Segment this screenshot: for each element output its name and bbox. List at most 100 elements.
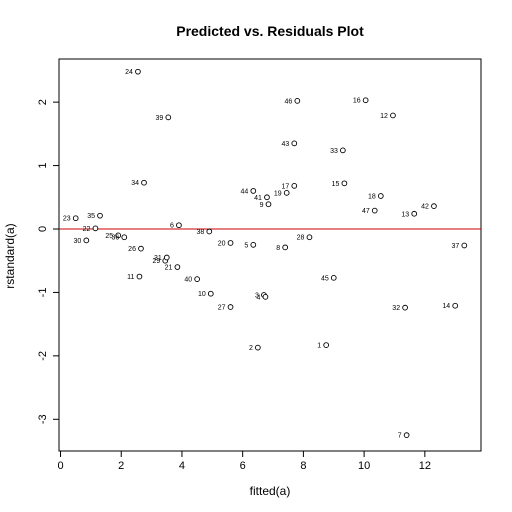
data-point-label: 33 — [330, 148, 338, 155]
data-point-label: 25 — [105, 233, 113, 240]
data-points: 1234567891011121314151617181920212223242… — [63, 68, 468, 440]
y-tick-label: 0 — [37, 226, 49, 232]
data-point-label: 7 — [398, 433, 402, 440]
data-point-label: 36 — [111, 235, 119, 242]
data-point-label: 38 — [196, 229, 204, 236]
data-point-label: 8 — [276, 245, 280, 252]
data-point-label: 17 — [281, 183, 289, 190]
data-point — [264, 194, 270, 201]
chart-title: Predicted vs. Residuals Plot — [176, 23, 364, 39]
data-point-label: 22 — [83, 226, 91, 233]
data-point — [411, 210, 418, 217]
x-axis: 0 2 4 6 8 10 12 — [57, 451, 431, 472]
data-point-label: 26 — [128, 246, 136, 253]
data-point-label: 45 — [321, 275, 329, 282]
data-point-label: 44 — [241, 188, 249, 195]
data-point-label: 23 — [63, 216, 71, 223]
data-point-label: 6 — [170, 223, 174, 230]
data-point-label: 9 — [260, 202, 264, 209]
data-point — [402, 304, 408, 311]
data-point-label: 20 — [218, 240, 226, 247]
data-point-label: 34 — [131, 180, 139, 187]
data-point-label: 30 — [74, 238, 82, 245]
data-point — [194, 276, 200, 282]
data-point-label: 11 — [127, 274, 134, 281]
data-point — [341, 180, 348, 187]
data-point-label: 42 — [421, 204, 429, 211]
data-point-label: 29 — [152, 258, 160, 265]
data-point-label: 5 — [244, 242, 248, 249]
data-point — [294, 98, 301, 104]
data-point — [174, 264, 181, 270]
data-point — [121, 234, 128, 241]
data-point — [362, 97, 369, 104]
data-point-label: 14 — [442, 303, 450, 310]
data-point — [255, 344, 261, 351]
data-point — [92, 225, 99, 232]
data-point — [136, 273, 143, 280]
data-point — [135, 68, 141, 75]
data-point-label: 39 — [155, 115, 163, 122]
y-tick-label: 1 — [37, 163, 49, 169]
y-tick-label: 2 — [37, 99, 49, 105]
data-point — [207, 290, 214, 297]
data-point — [138, 245, 144, 252]
data-point — [165, 114, 172, 121]
data-point — [323, 342, 330, 348]
data-point — [176, 222, 182, 229]
data-point-label: 13 — [401, 211, 409, 218]
data-point-label: 47 — [362, 208, 370, 215]
data-point-label: 41 — [254, 195, 262, 202]
data-point — [227, 240, 234, 246]
x-tick-label: 4 — [179, 460, 185, 472]
data-point-label: 28 — [297, 235, 305, 242]
data-point-label: 19 — [274, 190, 282, 197]
data-point-label: 2 — [249, 345, 253, 352]
data-point — [163, 254, 170, 261]
data-point — [291, 140, 298, 147]
data-point — [250, 188, 257, 194]
data-point-label: 12 — [380, 113, 388, 120]
data-point — [291, 183, 298, 189]
data-point — [452, 302, 459, 309]
data-point — [141, 179, 147, 186]
data-point — [265, 201, 272, 208]
y-tick-label: -3 — [37, 414, 49, 424]
data-point-label: 24 — [125, 69, 133, 76]
data-point — [390, 112, 396, 119]
data-point-label: 31 — [154, 255, 162, 262]
data-point-label: 21 — [165, 265, 173, 272]
x-axis-label: fitted(a) — [250, 484, 291, 498]
data-point-label: 15 — [332, 181, 340, 188]
y-tick-label: -1 — [37, 288, 49, 298]
data-point-label: 4 — [257, 294, 261, 301]
data-point-label: 1 — [317, 343, 321, 350]
y-axis: -3 -2 -1 0 1 2 — [37, 99, 59, 424]
data-point-label: 3 — [255, 292, 259, 299]
x-tick-label: 6 — [240, 460, 246, 472]
data-point — [371, 207, 378, 214]
x-tick-label: 8 — [300, 460, 306, 472]
data-point-label: 18 — [368, 194, 376, 201]
data-point — [377, 193, 384, 199]
data-point — [262, 294, 269, 300]
data-point-label: 27 — [218, 305, 226, 312]
data-point — [283, 189, 290, 196]
data-point-label: 16 — [353, 98, 361, 105]
data-point-label: 37 — [452, 243, 460, 250]
data-point — [72, 215, 79, 222]
data-point — [97, 212, 103, 219]
data-point — [115, 232, 122, 239]
data-point — [250, 242, 257, 248]
data-point — [431, 203, 437, 210]
data-point-label: 43 — [281, 141, 289, 148]
data-point-label: 35 — [87, 213, 95, 220]
x-tick-label: 12 — [419, 460, 431, 472]
x-tick-label: 2 — [118, 460, 124, 472]
data-point — [206, 228, 213, 235]
data-point-label: 32 — [392, 305, 400, 312]
data-point-label: 10 — [198, 291, 206, 298]
data-point — [83, 237, 90, 244]
plot-frame — [58, 58, 482, 452]
